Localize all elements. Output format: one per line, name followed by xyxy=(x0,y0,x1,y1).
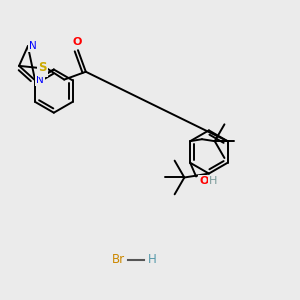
Text: H: H xyxy=(209,176,217,186)
Text: O: O xyxy=(72,37,82,47)
Text: Br: Br xyxy=(112,254,125,266)
Text: S: S xyxy=(38,61,47,74)
Text: N: N xyxy=(36,75,44,85)
Text: H: H xyxy=(148,254,156,266)
Text: N: N xyxy=(29,41,37,51)
Text: H: H xyxy=(39,67,47,76)
Text: O: O xyxy=(199,176,208,186)
